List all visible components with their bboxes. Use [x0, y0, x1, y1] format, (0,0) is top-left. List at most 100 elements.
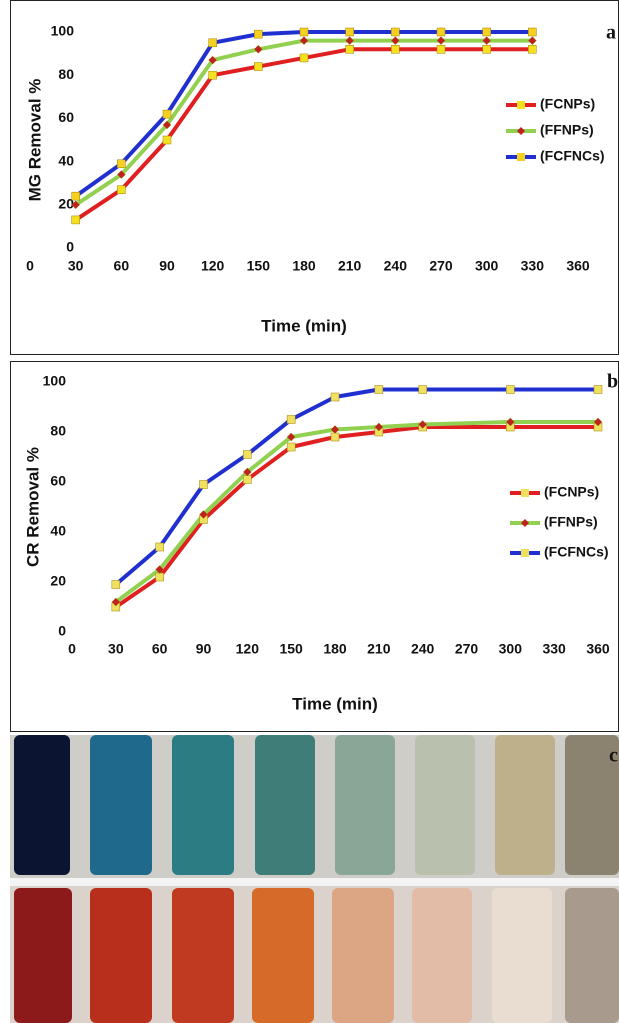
tube [172, 735, 234, 875]
line-chart: 0 20 40 60 80 100 0 30 60 90 120 150 180 210 240 270 300… [23, 371, 618, 714]
x-tick-label: 0 [26, 258, 34, 274]
marker [71, 200, 81, 210]
x-tick-label: 240 [384, 258, 408, 274]
marker [482, 27, 491, 37]
marker [527, 36, 537, 45]
marker [208, 55, 218, 65]
legend-label: (FCFNCs) [544, 544, 609, 560]
y-tick-label: 0 [58, 623, 66, 639]
marker [208, 70, 217, 80]
marker [436, 45, 446, 54]
marker [505, 417, 515, 427]
marker [243, 450, 252, 459]
marker [111, 580, 121, 589]
x-tick-label: 240 [411, 641, 435, 657]
x-tick-label: 60 [152, 641, 168, 657]
x-tick-label: 60 [114, 258, 130, 274]
y-tick-label: 20 [58, 196, 74, 212]
y-tick-label: 100 [43, 373, 67, 389]
marker [593, 417, 603, 427]
tube [332, 888, 394, 1023]
marker [528, 27, 537, 37]
marker [418, 420, 428, 429]
marker [155, 565, 165, 574]
x-tick-label: 180 [292, 258, 316, 274]
marker [162, 135, 172, 145]
x-tick-label: 90 [196, 641, 212, 657]
panel-letter: a [606, 22, 616, 44]
tube [415, 735, 475, 875]
panel-letter: c [609, 745, 618, 767]
panel-a-frame [10, 0, 619, 355]
marker [436, 27, 446, 37]
legend-marker [521, 519, 529, 527]
marker [117, 185, 126, 194]
tube [90, 888, 152, 1023]
legend-marker [521, 489, 529, 497]
tube [335, 735, 395, 875]
tube [14, 735, 70, 875]
x-tick-label: 180 [323, 641, 347, 657]
x-axis-label: Time (min) [292, 694, 378, 713]
legend-label: (FCNPs) [540, 96, 595, 112]
marker [299, 53, 309, 63]
x-tick-label: 90 [159, 258, 175, 274]
legend-marker [521, 549, 529, 557]
marker [345, 27, 354, 37]
x-tick-label: 360 [566, 258, 590, 274]
x-tick-label: 30 [68, 258, 84, 274]
marker [199, 510, 208, 519]
legend-marker [517, 101, 525, 109]
marker [155, 572, 164, 582]
marker [286, 442, 296, 452]
marker [253, 44, 263, 54]
marker [243, 475, 252, 484]
x-axis-label: Time (min) [261, 316, 347, 335]
marker [482, 45, 491, 54]
x-tick-label: 210 [367, 641, 391, 657]
x-tick-label: 0 [68, 641, 76, 657]
marker [299, 36, 309, 45]
marker [162, 109, 172, 119]
marker [116, 170, 126, 179]
marker [71, 191, 80, 201]
series-line [114, 425, 598, 609]
y-axis-label: CR Removal % [23, 447, 42, 567]
marker [374, 422, 384, 432]
marker [418, 385, 427, 394]
x-tick-label: 120 [236, 641, 260, 657]
marker [162, 120, 172, 130]
photo-divider [10, 878, 619, 886]
x-tick-label: 30 [108, 641, 124, 657]
tube [412, 888, 472, 1023]
photo: c [10, 735, 619, 1023]
y-tick-label: 100 [51, 23, 75, 39]
legend-marker [517, 153, 525, 161]
legend-label: (FFNPs) [540, 122, 594, 138]
marker [390, 36, 400, 45]
legend-label: (FCFNCs) [540, 148, 605, 164]
x-tick-label: 150 [247, 258, 271, 274]
marker [374, 385, 384, 394]
y-tick-label: 60 [50, 473, 66, 489]
marker [506, 385, 515, 394]
marker [111, 597, 121, 607]
y-tick-label: 40 [58, 152, 74, 168]
marker [482, 36, 492, 45]
marker [199, 480, 208, 489]
marker [528, 45, 537, 54]
marker [299, 27, 309, 37]
tube [492, 888, 552, 1023]
y-tick-label: 80 [50, 423, 66, 439]
tube [172, 888, 234, 1023]
marker [330, 432, 340, 442]
marker [254, 62, 263, 71]
marker [391, 27, 400, 37]
series-line [114, 420, 598, 604]
series-line [114, 387, 598, 587]
marker [391, 45, 400, 54]
x-tick-label: 330 [542, 641, 566, 657]
y-tick-label: 80 [58, 66, 74, 82]
marker [345, 45, 354, 54]
